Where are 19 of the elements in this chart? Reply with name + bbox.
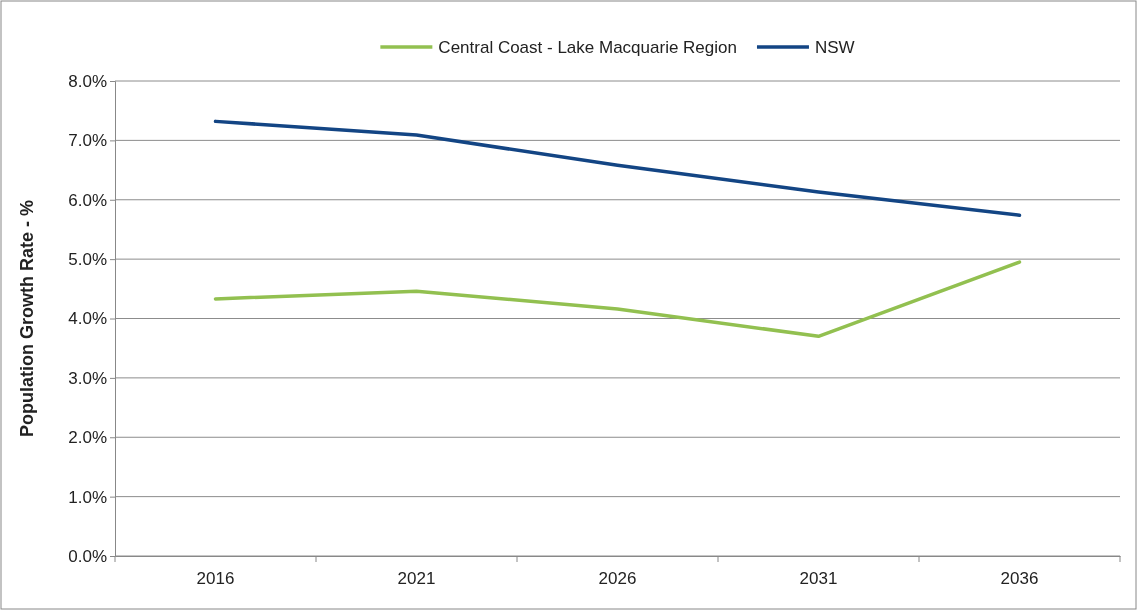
line-series: [213, 119, 1022, 217]
x-tick-label: 2021: [397, 569, 436, 589]
x-tick-label: 2031: [799, 569, 838, 589]
y-tick-label: 5.0%: [68, 250, 107, 270]
y-tick-label: 1.0%: [68, 487, 107, 507]
legend-label: Central Coast - Lake Macquarie Region: [438, 38, 737, 57]
y-tick-label: 2.0%: [68, 428, 107, 448]
y-tick-label: 6.0%: [68, 190, 107, 210]
line-series: [213, 260, 1022, 339]
x-tick-label: 2026: [598, 569, 637, 589]
y-tick-label: 4.0%: [68, 309, 107, 329]
y-tick-label: 8.0%: [68, 71, 107, 91]
y-tick-label: 3.0%: [68, 368, 107, 388]
y-tick-label: 0.0%: [68, 546, 107, 566]
legend-label: NSW: [814, 38, 855, 57]
y-tick-label: 7.0%: [68, 131, 107, 151]
x-tick-label: 2016: [196, 569, 235, 589]
x-tick-label: 2036: [1000, 569, 1039, 589]
y-axis-title: Population Growth Rate - %: [17, 200, 37, 437]
